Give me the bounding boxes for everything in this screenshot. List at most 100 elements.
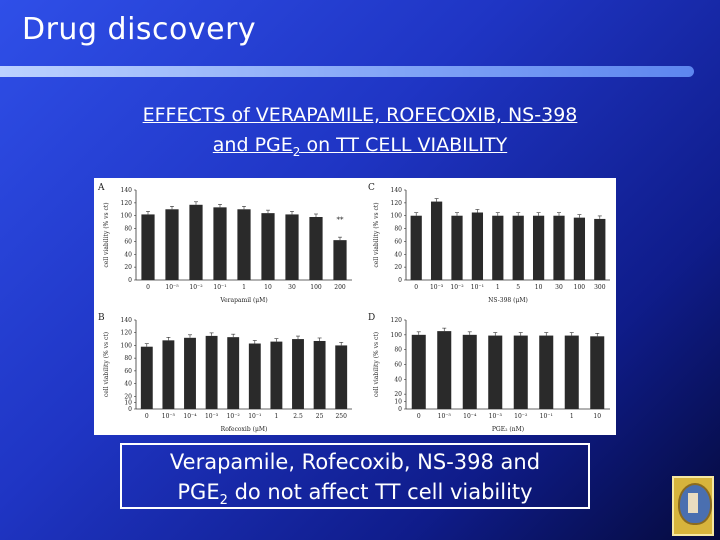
significance-annotation: ** <box>337 216 345 224</box>
x-tick-label: 10 <box>593 413 601 420</box>
y-tick-label: 120 <box>391 200 403 207</box>
heading-line-1: EFFECTS of VERAPAMILE, ROFECOXIB, NS-398 <box>142 104 578 126</box>
x-tick-label: 10⁻⁵ <box>165 284 179 291</box>
heading-line-2-rest: on TT CELL VIABILITY <box>300 134 508 156</box>
y-axis-label: cell viability (% vs ct) <box>373 332 380 397</box>
bar <box>594 218 606 280</box>
panel-label: C <box>368 183 375 193</box>
y-tick-label: 100 <box>121 342 133 349</box>
conclusion-pge-text: PGE <box>177 480 220 504</box>
y-tick-label: 120 <box>391 317 403 324</box>
x-tick-label: 10⁻² <box>227 413 241 420</box>
bar <box>205 335 218 409</box>
x-tick-label: 0 <box>414 284 418 291</box>
x-tick-label: 10⁻⁴ <box>183 413 197 420</box>
slide-title: Drug discovery <box>22 12 257 47</box>
y-tick-label: 120 <box>121 200 133 207</box>
y-tick-label: 100 <box>391 332 403 339</box>
y-tick-label: 140 <box>121 187 133 194</box>
bar <box>261 213 275 280</box>
bar <box>270 341 283 409</box>
bar <box>410 215 422 280</box>
x-tick-label: 1 <box>570 413 574 420</box>
bar <box>165 209 179 280</box>
y-tick-label: 40 <box>124 251 132 258</box>
x-axis-label: PGE₂ (nM) <box>492 426 524 433</box>
conclusion-line-2-rest: do not affect TT cell viability <box>227 480 533 504</box>
y-tick-label: 10 <box>394 399 402 406</box>
y-tick-label: 80 <box>394 226 402 233</box>
bar <box>213 207 227 280</box>
x-tick-label: 250 <box>335 413 347 420</box>
heading-pge-subscript: 2 <box>292 144 301 159</box>
bar <box>437 331 452 409</box>
x-tick-label: 10⁻⁵ <box>438 413 452 420</box>
y-tick-label: 60 <box>394 238 402 245</box>
panel-label: B <box>98 313 105 323</box>
bar <box>512 215 524 280</box>
y-tick-label: 140 <box>121 317 133 324</box>
y-tick-label: 40 <box>394 251 402 258</box>
x-tick-label: 1 <box>242 284 246 291</box>
bar <box>471 212 484 280</box>
y-tick-label: 40 <box>124 381 132 388</box>
y-tick-label: 20 <box>394 264 402 271</box>
bar <box>590 336 605 409</box>
y-tick-label: 60 <box>394 362 402 369</box>
conclusion-pge-subscript: 2 <box>219 493 228 509</box>
conclusion-line-1: Verapamile, Rofecoxib, NS-398 and <box>169 450 541 474</box>
bar <box>140 346 153 409</box>
y-tick-label: 120 <box>121 330 133 337</box>
x-tick-label: 10 <box>535 284 543 291</box>
bar <box>184 337 196 409</box>
y-tick-label: 80 <box>124 226 132 233</box>
x-tick-label: 1 <box>274 413 278 420</box>
y-tick-label: 20 <box>124 393 132 400</box>
heading-pge-text: and PGE <box>212 134 293 156</box>
x-tick-label: 10⁻⁵ <box>162 413 176 420</box>
bar <box>237 209 251 280</box>
x-tick-label: 25 <box>316 413 324 420</box>
y-tick-label: 40 <box>394 376 402 383</box>
x-tick-label: 0 <box>417 413 421 420</box>
bar <box>513 335 528 409</box>
conclusion-box: Verapamile, Rofecoxib, NS-398 and PGE2 d… <box>120 443 590 509</box>
x-tick-label: 10⁻³ <box>205 413 219 420</box>
heading-line-2: and PGE2 on TT CELL VIABILITY <box>60 130 660 167</box>
bar <box>313 340 326 409</box>
x-axis-label: Verapamil (μM) <box>219 297 267 304</box>
y-tick-label: 20 <box>394 391 402 398</box>
x-tick-label: 10⁻³ <box>430 284 444 291</box>
x-tick-label: 5 <box>516 284 520 291</box>
x-tick-label: 10 <box>264 284 272 291</box>
x-tick-label: 100 <box>574 284 586 291</box>
x-tick-label: 0 <box>145 413 149 420</box>
bar <box>333 240 347 280</box>
x-tick-label: 10⁻¹ <box>540 413 553 420</box>
x-tick-label: 200 <box>334 284 346 291</box>
bar <box>573 217 586 280</box>
x-tick-label: 2.5 <box>293 413 303 420</box>
x-tick-label: 10⁻¹ <box>248 413 261 420</box>
bar <box>430 201 443 280</box>
y-tick-label: 60 <box>124 238 132 245</box>
x-axis-label: NS-398 (μM) <box>488 297 528 304</box>
y-tick-label: 0 <box>398 277 402 284</box>
panel-label: D <box>368 313 375 323</box>
university-crest-icon <box>672 476 714 536</box>
y-tick-label: 0 <box>398 406 402 413</box>
bar <box>532 215 545 280</box>
title-divider <box>0 66 694 77</box>
x-tick-label: 10⁻² <box>189 284 203 291</box>
y-axis-label: cell viability (% vs ct) <box>103 202 110 267</box>
bar <box>492 215 504 280</box>
y-tick-label: 140 <box>391 187 403 194</box>
bar <box>189 204 203 280</box>
bar <box>411 334 426 409</box>
bar <box>335 345 348 409</box>
